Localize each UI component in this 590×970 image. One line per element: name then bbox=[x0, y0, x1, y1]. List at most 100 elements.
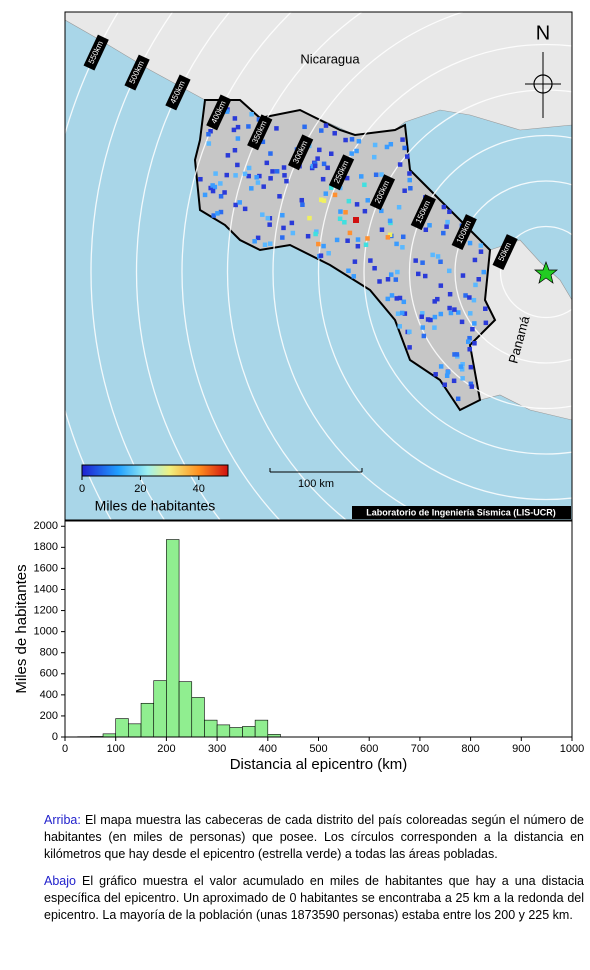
population-square bbox=[246, 124, 251, 129]
population-square bbox=[267, 241, 273, 246]
population-square bbox=[354, 148, 359, 154]
population-square bbox=[260, 212, 265, 217]
population-square bbox=[328, 185, 334, 190]
population-square bbox=[289, 220, 295, 226]
population-square bbox=[427, 223, 432, 228]
population-square bbox=[343, 137, 348, 143]
bar bbox=[128, 723, 142, 738]
population-square bbox=[432, 314, 438, 320]
population-square bbox=[445, 219, 450, 225]
population-square bbox=[320, 176, 326, 182]
population-square bbox=[237, 200, 242, 205]
compass bbox=[525, 52, 561, 118]
epicenter-star bbox=[534, 261, 558, 284]
population-square bbox=[467, 335, 472, 341]
population-square bbox=[372, 142, 378, 148]
population-square bbox=[222, 190, 227, 195]
population-square bbox=[419, 314, 424, 319]
population-square bbox=[242, 206, 248, 212]
y-tick-label: 600 bbox=[40, 668, 58, 680]
population-square bbox=[202, 192, 208, 198]
population-square bbox=[425, 317, 431, 322]
population-square bbox=[387, 232, 393, 238]
x-tick-label: 300 bbox=[208, 743, 226, 755]
population-square bbox=[280, 235, 285, 240]
population-square bbox=[467, 346, 472, 352]
population-square bbox=[317, 147, 322, 153]
y-tick-label: 1000 bbox=[34, 626, 58, 638]
population-square bbox=[379, 172, 384, 177]
population-square bbox=[300, 202, 305, 207]
x-axis-label: Distancia al epicentro (km) bbox=[230, 756, 408, 773]
population-square bbox=[307, 215, 312, 221]
population-square bbox=[468, 364, 474, 370]
figure: Nicaragua Panamá N 100 km Laboratorio de… bbox=[13, 11, 584, 773]
map bbox=[65, 12, 572, 520]
population-square bbox=[351, 274, 357, 279]
population-square bbox=[346, 198, 352, 204]
colorbar-tick-label: 20 bbox=[134, 483, 146, 495]
y-tick-label: 800 bbox=[40, 647, 58, 659]
population-square bbox=[483, 306, 488, 312]
distance-ring bbox=[181, 12, 293, 520]
population-square bbox=[218, 209, 224, 215]
population-square bbox=[210, 183, 215, 188]
population-square bbox=[420, 311, 425, 316]
distance-ring bbox=[317, 43, 572, 501]
population-square bbox=[469, 384, 475, 389]
population-square bbox=[305, 233, 311, 239]
population-square bbox=[471, 297, 477, 303]
ring-label-box bbox=[369, 174, 396, 211]
population-square bbox=[232, 116, 238, 121]
population-square bbox=[445, 369, 451, 375]
y-tick-label: 400 bbox=[40, 689, 58, 701]
x-tick-label: 700 bbox=[411, 743, 429, 755]
population-square bbox=[365, 236, 370, 241]
population-square bbox=[468, 381, 474, 387]
population-square bbox=[362, 208, 368, 214]
population-square bbox=[264, 160, 270, 166]
population-square bbox=[321, 198, 327, 203]
population-square bbox=[235, 162, 240, 168]
population-square bbox=[344, 175, 350, 181]
population-square bbox=[400, 234, 406, 240]
population-square bbox=[314, 229, 319, 234]
population-square bbox=[451, 378, 457, 384]
population-square bbox=[395, 269, 400, 275]
x-tick-label: 900 bbox=[512, 743, 530, 755]
x-tick-label: 100 bbox=[107, 743, 125, 755]
population-square bbox=[280, 212, 285, 218]
population-square bbox=[420, 325, 426, 330]
population-square bbox=[290, 230, 296, 236]
north-label: N bbox=[536, 22, 550, 44]
population-square bbox=[442, 382, 448, 387]
ring-label-box bbox=[247, 114, 273, 151]
population-square bbox=[384, 144, 390, 150]
credit: Laboratorio de Ingeniería Sísmica (LIS-U… bbox=[366, 507, 556, 517]
population-square bbox=[463, 293, 468, 298]
caption: Arriba: El mapa muestra las cabeceras de… bbox=[44, 812, 584, 934]
population-square bbox=[254, 175, 259, 180]
population-square bbox=[365, 198, 371, 203]
ring-label-box bbox=[124, 54, 150, 91]
population-square bbox=[432, 325, 437, 330]
population-square bbox=[423, 227, 429, 233]
population-square bbox=[337, 216, 343, 222]
population-square bbox=[432, 299, 437, 304]
population-square bbox=[255, 235, 261, 241]
population-square bbox=[467, 295, 472, 300]
population-square bbox=[400, 245, 405, 250]
bar bbox=[216, 724, 231, 738]
distance-ring bbox=[499, 225, 572, 319]
population-square bbox=[476, 277, 481, 282]
population-square bbox=[233, 173, 238, 178]
population-square bbox=[326, 250, 331, 256]
population-square bbox=[452, 307, 457, 312]
population-square bbox=[343, 210, 348, 215]
population-square bbox=[349, 137, 355, 142]
population-square bbox=[459, 319, 465, 325]
population-square bbox=[252, 239, 257, 244]
population-square bbox=[465, 339, 471, 344]
population-square bbox=[399, 310, 405, 316]
population-square bbox=[444, 224, 449, 229]
